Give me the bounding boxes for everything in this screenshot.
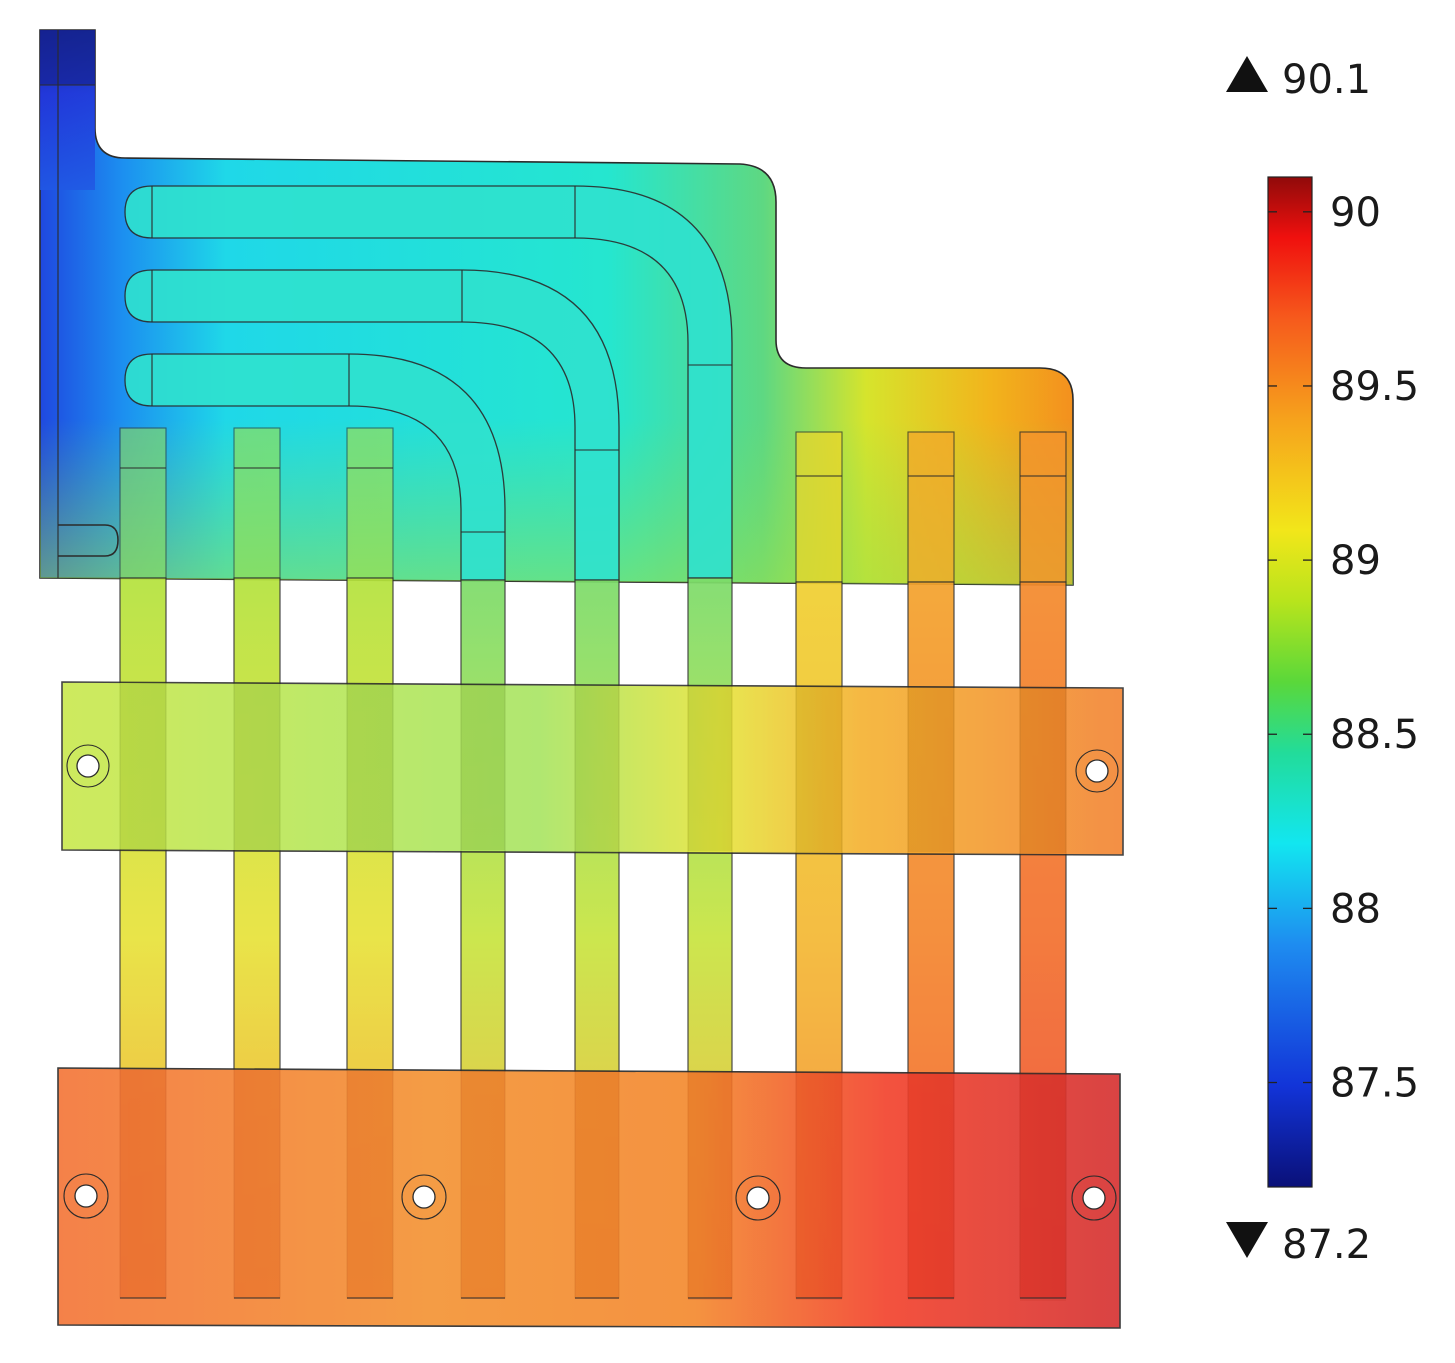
side-outlet-stub: [58, 524, 119, 557]
mounting-hole-mid-left: [66, 744, 110, 788]
flow-channels: [124, 185, 733, 581]
middle-support-band: [61, 681, 1124, 856]
mounting-hole-bottom-4: [1071, 1175, 1117, 1221]
top-manifold: [39, 29, 1074, 586]
colorbar-max-label: 90.1: [1282, 57, 1371, 103]
min-triangle-icon: [1226, 1222, 1268, 1258]
colorbar-min-label: 87.2: [1282, 1222, 1371, 1268]
colorbar-gradient: [1267, 176, 1313, 1188]
colorbar-tick-label: 89.5: [1330, 364, 1419, 410]
mounting-hole-bottom-1: [63, 1173, 109, 1219]
colorbar-ticks: 90 89.5 89 88.5 88 87.5: [1268, 190, 1419, 1107]
max-triangle-icon: [1226, 56, 1268, 92]
colorbar-tick-label: 88.5: [1330, 712, 1419, 758]
mounting-hole-mid-right: [1075, 749, 1119, 793]
colorbar-tick-label: 90: [1330, 190, 1381, 236]
colorbar-tick-label: 87.5: [1330, 1061, 1419, 1107]
colorbar-tick-label: 88: [1330, 886, 1381, 932]
colorbar-legend: 90.1 90 89.5 89 88.5 88 87.5 87.2: [1226, 56, 1419, 1268]
bottom-support-band: [57, 1067, 1121, 1329]
tube-inlet-stubs: [119, 427, 1067, 583]
mounting-hole-bottom-3: [735, 1175, 781, 1221]
colorbar-tick-label: 89: [1330, 538, 1381, 584]
mounting-hole-bottom-2: [401, 1174, 447, 1220]
